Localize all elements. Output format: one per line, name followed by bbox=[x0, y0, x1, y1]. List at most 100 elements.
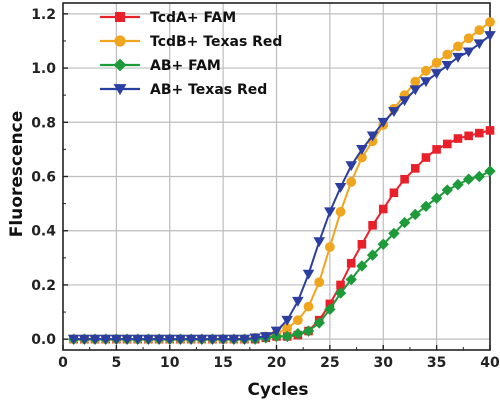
data-point bbox=[356, 145, 368, 155]
data-point bbox=[78, 334, 91, 345]
data-point bbox=[292, 315, 303, 326]
data-point bbox=[336, 280, 345, 290]
data-point bbox=[270, 326, 283, 337]
series-tcdb-texas-red bbox=[68, 17, 495, 345]
data-point bbox=[473, 170, 486, 183]
data-point bbox=[185, 334, 197, 345]
data-point bbox=[398, 216, 411, 229]
legend: TcdA+ FAM TcdB+ Texas Red AB+ FAM AB+ Texas… bbox=[100, 10, 282, 98]
data-point bbox=[421, 65, 431, 76]
data-point bbox=[89, 334, 101, 345]
data-point bbox=[388, 227, 400, 240]
x-tick-label: 15 bbox=[213, 355, 232, 371]
data-point bbox=[452, 52, 464, 63]
data-point bbox=[153, 334, 165, 345]
data-point bbox=[430, 69, 443, 79]
data-point bbox=[485, 17, 495, 27]
x-tick-label: 35 bbox=[427, 355, 446, 371]
x-tick-label: 30 bbox=[374, 355, 394, 371]
data-point bbox=[260, 332, 272, 342]
data-point bbox=[389, 188, 399, 198]
x-tick-label: 0 bbox=[58, 355, 68, 371]
x-tick-label: 20 bbox=[267, 355, 287, 371]
data-point bbox=[217, 334, 229, 345]
data-point bbox=[462, 47, 475, 58]
data-point bbox=[324, 303, 336, 316]
data-point bbox=[356, 260, 368, 272]
legend-item: TcdB+ Texas Red bbox=[100, 34, 282, 50]
data-point bbox=[441, 184, 453, 196]
data-point bbox=[292, 328, 304, 340]
data-point bbox=[410, 164, 420, 173]
data-point bbox=[366, 131, 379, 142]
data-point bbox=[282, 323, 293, 334]
y-tick-label: 0.6 bbox=[31, 170, 56, 186]
series-line bbox=[73, 170, 491, 341]
data-point bbox=[313, 317, 325, 329]
data-point bbox=[474, 25, 485, 36]
x-axis-title: Cycles bbox=[247, 380, 308, 400]
y-tick-label: 0.8 bbox=[31, 115, 56, 131]
series-tcda-fam bbox=[69, 126, 495, 344]
data-point bbox=[228, 334, 240, 345]
data-point bbox=[121, 334, 133, 345]
data-point bbox=[131, 334, 144, 345]
data-point bbox=[357, 152, 367, 163]
data-point bbox=[163, 334, 176, 345]
data-point bbox=[420, 77, 432, 88]
data-point bbox=[115, 12, 125, 22]
data-point bbox=[114, 35, 126, 47]
data-point bbox=[484, 31, 496, 42]
data-point bbox=[462, 173, 475, 185]
legend-label: AB+ FAM bbox=[150, 58, 221, 74]
data-point bbox=[409, 85, 422, 96]
y-tick-label: 0.4 bbox=[31, 224, 56, 240]
data-point bbox=[388, 107, 400, 117]
data-point bbox=[346, 177, 357, 187]
data-point bbox=[484, 165, 496, 177]
legend-item: AB+ FAM bbox=[100, 58, 221, 74]
data-point bbox=[485, 126, 495, 135]
data-point bbox=[345, 161, 358, 172]
data-point bbox=[113, 58, 127, 72]
data-point bbox=[238, 334, 251, 345]
data-point bbox=[324, 207, 336, 218]
data-point bbox=[430, 192, 443, 204]
legend-item: AB+ Texas Red bbox=[100, 82, 267, 98]
data-point bbox=[475, 128, 484, 138]
y-tick-label: 0.2 bbox=[31, 278, 56, 294]
data-point bbox=[292, 296, 304, 307]
data-point bbox=[378, 204, 388, 214]
legend-label: AB+ Texas Red bbox=[150, 82, 267, 98]
y-tick-label: 1.2 bbox=[31, 7, 56, 23]
data-point bbox=[110, 334, 123, 345]
data-point bbox=[431, 57, 442, 68]
data-point bbox=[195, 334, 208, 345]
x-tick-label: 25 bbox=[320, 355, 339, 371]
data-point bbox=[453, 41, 463, 52]
y-tick-label: 0.0 bbox=[31, 332, 56, 348]
legend-label: TcdA+ FAM bbox=[150, 10, 236, 26]
legend-label: TcdB+ Texas Red bbox=[150, 34, 282, 50]
data-point bbox=[357, 239, 367, 249]
legend-item: TcdA+ FAM bbox=[100, 10, 236, 26]
data-point bbox=[443, 139, 452, 149]
data-point bbox=[302, 325, 315, 337]
data-point bbox=[366, 249, 379, 261]
data-point bbox=[410, 76, 421, 87]
grid bbox=[63, 3, 491, 350]
data-point bbox=[302, 269, 315, 280]
data-point bbox=[324, 242, 335, 252]
series-group bbox=[67, 17, 496, 345]
data-point bbox=[453, 134, 463, 143]
data-point bbox=[99, 334, 112, 345]
data-point bbox=[281, 330, 293, 343]
data-point bbox=[313, 237, 325, 248]
series-ab-fam bbox=[67, 165, 496, 345]
data-point bbox=[249, 333, 261, 344]
data-point bbox=[335, 206, 346, 217]
y-tick-label: 1.0 bbox=[31, 61, 56, 77]
data-point bbox=[206, 334, 219, 345]
data-point bbox=[464, 131, 473, 141]
